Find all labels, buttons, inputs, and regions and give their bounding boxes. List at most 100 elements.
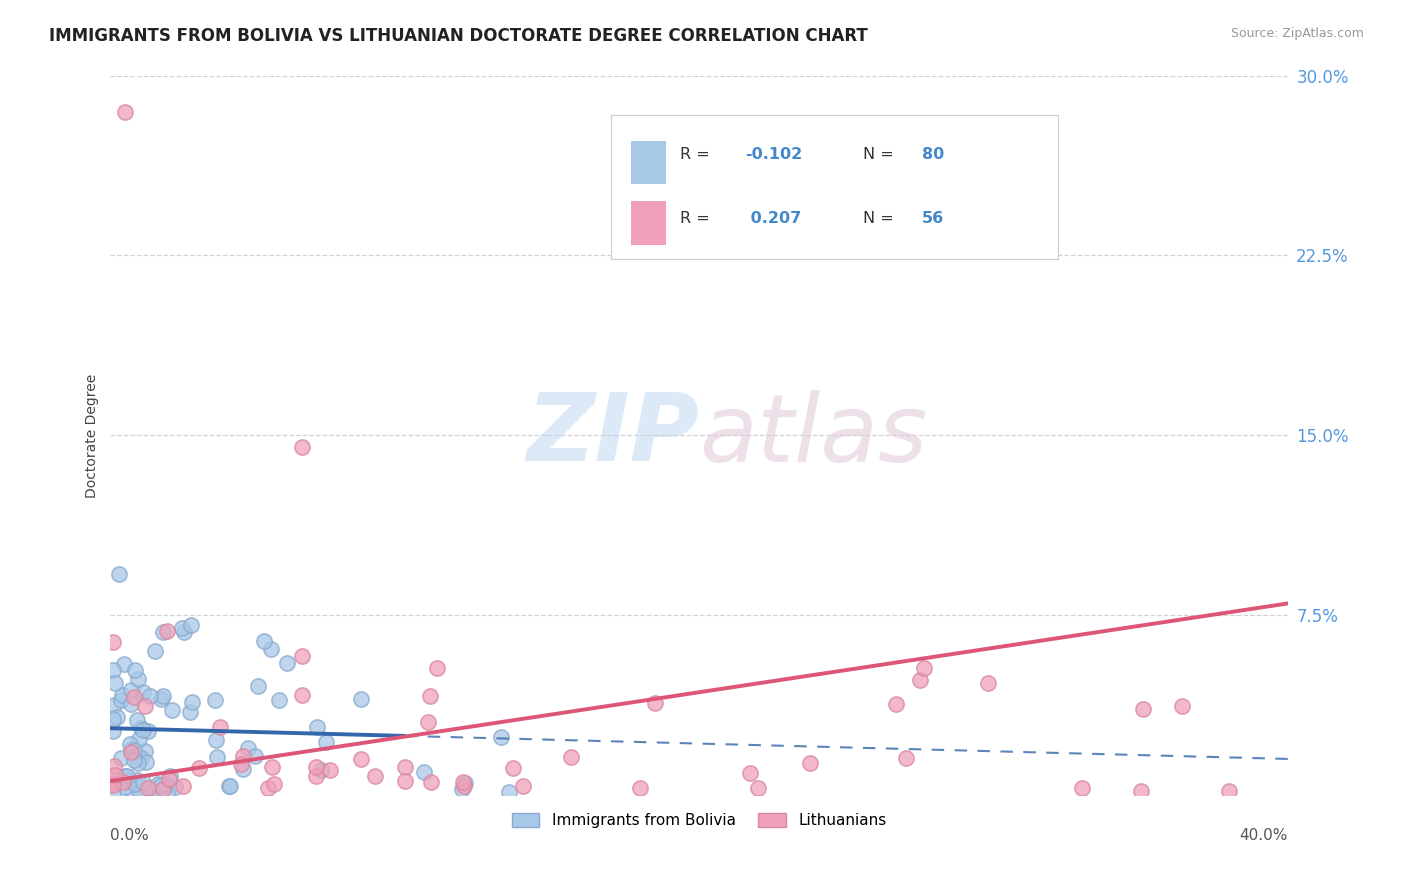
Point xyxy=(152,781,174,796)
Point xyxy=(143,644,166,658)
Point xyxy=(305,721,328,735)
Point xyxy=(799,756,821,770)
Point xyxy=(129,751,152,765)
Point xyxy=(267,693,290,707)
Point xyxy=(104,676,127,690)
Point xyxy=(394,759,416,773)
Point xyxy=(491,731,513,745)
Point xyxy=(451,775,474,789)
Point xyxy=(205,733,228,747)
Point xyxy=(262,759,284,773)
FancyBboxPatch shape xyxy=(631,202,666,244)
Point xyxy=(257,781,280,796)
Point xyxy=(232,762,254,776)
Y-axis label: Doctorate Degree: Doctorate Degree xyxy=(86,374,100,498)
Legend: Immigrants from Bolivia, Lithuanians: Immigrants from Bolivia, Lithuanians xyxy=(506,807,893,835)
Point xyxy=(218,779,240,793)
Point xyxy=(146,777,169,791)
Point xyxy=(453,776,475,790)
Point xyxy=(740,766,762,780)
Text: N =: N = xyxy=(863,147,898,161)
Point xyxy=(1218,783,1240,797)
Point xyxy=(115,768,138,782)
Text: 40.0%: 40.0% xyxy=(1240,828,1288,843)
Point xyxy=(502,761,524,775)
Text: N =: N = xyxy=(863,211,898,226)
Point xyxy=(103,786,125,800)
Point xyxy=(136,780,159,795)
Point xyxy=(112,657,135,672)
Point xyxy=(149,691,172,706)
Point xyxy=(124,777,146,791)
Point xyxy=(181,695,204,709)
Point xyxy=(179,706,201,720)
Point xyxy=(349,752,371,766)
Point xyxy=(364,769,387,783)
Point xyxy=(136,723,159,738)
Point xyxy=(319,763,342,777)
Point xyxy=(512,779,534,793)
Point xyxy=(231,756,253,771)
Point xyxy=(110,693,132,707)
Point xyxy=(453,779,475,793)
Point xyxy=(134,755,156,769)
Point xyxy=(153,777,176,791)
Point xyxy=(103,664,125,678)
Point xyxy=(173,625,195,640)
Point xyxy=(132,723,155,737)
Text: 56: 56 xyxy=(922,211,943,226)
Point xyxy=(912,661,935,675)
Point xyxy=(103,776,125,790)
Point xyxy=(498,785,520,799)
Point xyxy=(114,780,136,794)
Point xyxy=(111,688,134,702)
Point xyxy=(304,759,326,773)
Point xyxy=(896,751,918,765)
Point xyxy=(150,778,173,792)
Point xyxy=(747,781,769,796)
Point xyxy=(122,690,145,704)
Point xyxy=(886,697,908,711)
Point xyxy=(103,768,125,782)
Point xyxy=(628,781,651,796)
Point xyxy=(103,723,125,738)
Point xyxy=(132,685,155,699)
Point xyxy=(122,754,145,768)
Point xyxy=(152,625,174,640)
Text: R =: R = xyxy=(681,211,716,226)
Point xyxy=(291,649,314,664)
Point xyxy=(188,761,211,775)
Text: 0.207: 0.207 xyxy=(745,211,801,226)
Text: 0.0%: 0.0% xyxy=(111,828,149,843)
Point xyxy=(205,749,228,764)
Point xyxy=(139,690,162,704)
Text: ZIP: ZIP xyxy=(526,390,699,482)
Point xyxy=(134,699,156,714)
Point xyxy=(418,715,440,730)
Point xyxy=(103,778,125,792)
Text: IMMIGRANTS FROM BOLIVIA VS LITHUANIAN DOCTORATE DEGREE CORRELATION CHART: IMMIGRANTS FROM BOLIVIA VS LITHUANIAN DO… xyxy=(49,27,868,45)
Point xyxy=(276,657,298,671)
Point xyxy=(127,672,149,686)
Point xyxy=(120,682,142,697)
Point xyxy=(110,751,132,765)
Point xyxy=(218,779,240,793)
Point xyxy=(243,748,266,763)
Point xyxy=(103,635,125,649)
Point xyxy=(103,698,125,712)
Point xyxy=(349,692,371,706)
Point xyxy=(124,663,146,677)
FancyBboxPatch shape xyxy=(631,141,666,185)
Point xyxy=(977,676,1000,690)
Text: 80: 80 xyxy=(922,147,943,161)
Point xyxy=(159,769,181,783)
Point xyxy=(108,566,131,581)
Point xyxy=(105,710,128,724)
Point xyxy=(172,620,194,634)
Point xyxy=(1132,702,1154,716)
Point xyxy=(139,784,162,798)
Point xyxy=(420,774,443,789)
Point xyxy=(253,633,276,648)
Point xyxy=(209,720,232,734)
Point xyxy=(394,774,416,789)
